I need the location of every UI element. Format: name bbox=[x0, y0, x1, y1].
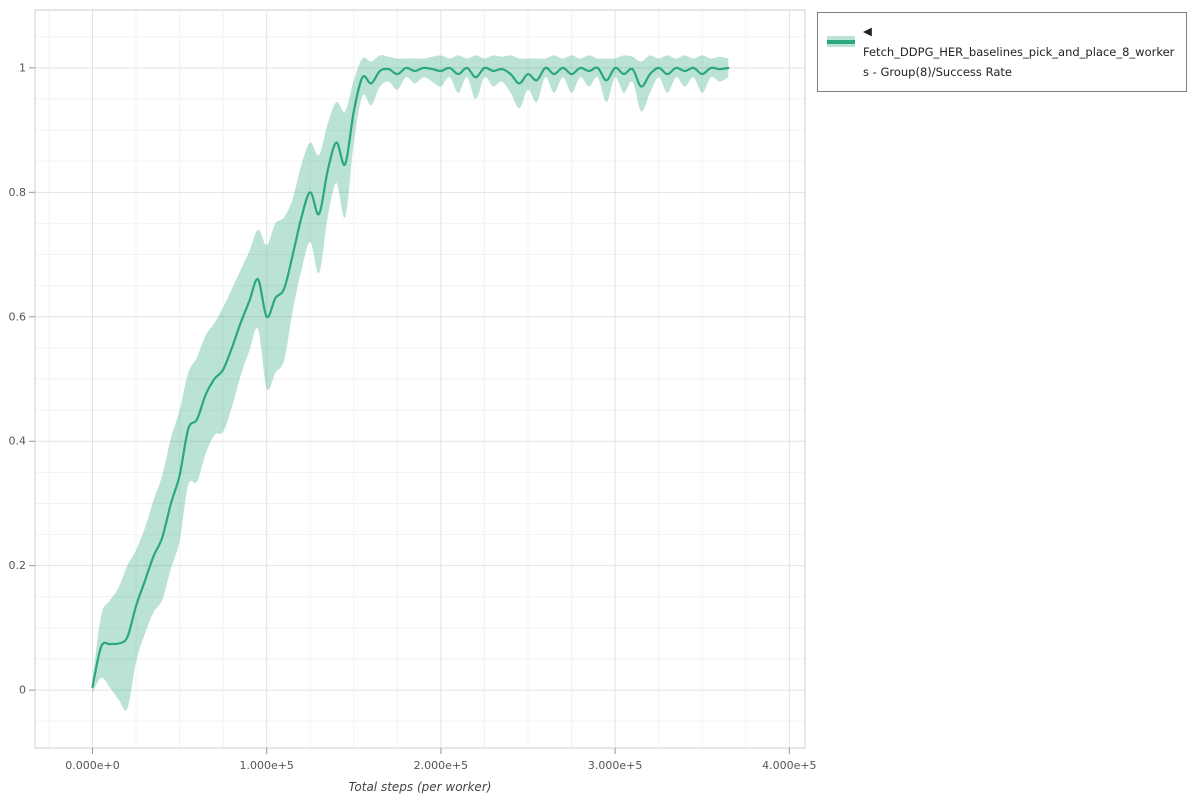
x-tick-label: 4.000e+5 bbox=[762, 759, 816, 772]
legend-series-marker bbox=[827, 36, 855, 48]
x-tick-label: 3.000e+5 bbox=[588, 759, 642, 772]
series-line bbox=[91, 66, 730, 689]
legend-series-line-swatch bbox=[827, 39, 855, 44]
legend-item[interactable]: ◀ Fetch_DDPG_HER_baselines_pick_and_plac… bbox=[827, 21, 1177, 62]
x-tick-label: 2.000e+5 bbox=[414, 759, 468, 772]
x-axis-title: Total steps (per worker) bbox=[349, 780, 492, 794]
plot-border bbox=[34, 9, 806, 749]
legend-label-line1: ◀ Fetch_DDPG_HER_baselines_pick_and_plac… bbox=[863, 24, 1175, 59]
legend[interactable]: ◀ Fetch_DDPG_HER_baselines_pick_and_plac… bbox=[817, 12, 1187, 93]
y-tick-label: 0.6 bbox=[9, 310, 27, 323]
y-tick-label: 0.8 bbox=[9, 186, 27, 199]
y-tick-label: 0.2 bbox=[9, 559, 27, 572]
y-tick-label: 0 bbox=[19, 684, 26, 697]
x-tick-label: 0.000e+0 bbox=[65, 759, 119, 772]
confidence-band bbox=[92, 55, 729, 711]
x-tick-label: 1.000e+5 bbox=[239, 759, 293, 772]
legend-label-line2: s - Group(8)/Success Rate bbox=[863, 65, 1012, 80]
y-tick-label: 1 bbox=[19, 61, 26, 74]
y-tick-label: 0.4 bbox=[9, 435, 27, 448]
